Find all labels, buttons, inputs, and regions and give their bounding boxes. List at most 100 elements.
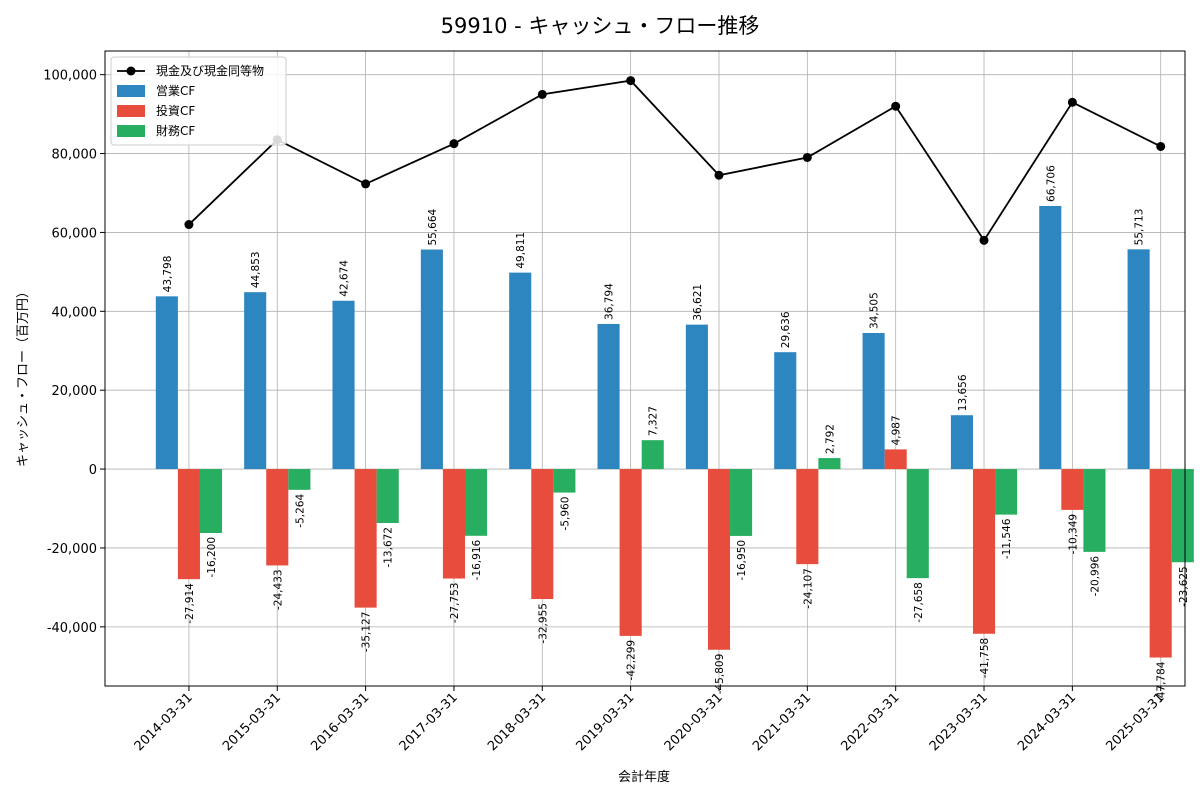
data-label: 36,794 [604, 283, 616, 320]
bar-財務CF [995, 469, 1018, 515]
data-label: 13,656 [957, 374, 969, 411]
data-label: 36,621 [692, 284, 704, 321]
data-label: -11,546 [1001, 518, 1013, 559]
bars-layer [155, 205, 1194, 658]
bar-財務CF [288, 469, 311, 490]
bar-財務CF [730, 469, 753, 536]
data-label: -32,955 [537, 603, 549, 644]
bar-営業CF [509, 272, 532, 470]
legend-swatch [117, 125, 145, 137]
data-label: -5,960 [559, 497, 571, 531]
bar-営業CF [597, 323, 620, 470]
data-label: -13,672 [383, 527, 395, 568]
bar-財務CF [376, 469, 399, 523]
x-tick-label: 2018-03-31 [485, 690, 549, 754]
data-label: 34,505 [869, 292, 881, 329]
legend-marker [126, 66, 136, 76]
data-label: 43,798 [162, 256, 174, 293]
bar-財務CF [818, 458, 841, 470]
bar-営業CF [950, 415, 973, 470]
data-label: -23,625 [1178, 566, 1190, 607]
y-tick-label: 80,000 [52, 148, 98, 163]
bar-投資CF [972, 469, 996, 634]
data-label: -27,658 [913, 582, 925, 623]
data-label: 66,706 [1045, 165, 1057, 202]
cash-point [1067, 97, 1077, 107]
bar-営業CF [155, 296, 178, 470]
legend-box [110, 56, 287, 146]
cash-point [891, 101, 901, 111]
x-tick-label: 2014-03-31 [132, 690, 196, 754]
y-tick-label: -40,000 [47, 621, 97, 636]
x-tick-label: 2020-03-31 [662, 690, 726, 754]
cash-point [184, 220, 194, 230]
data-label: -27,753 [449, 583, 461, 624]
data-label: -5,264 [294, 494, 306, 528]
cash-point [714, 170, 724, 180]
legend-label: 現金及び現金同等物 [156, 63, 264, 78]
data-label: -27,914 [184, 583, 196, 624]
data-label: 49,811 [515, 232, 527, 269]
legend-label: 営業CF [156, 84, 195, 98]
data-label: 29,636 [780, 311, 792, 348]
y-tick-label: 40,000 [52, 305, 98, 320]
grid-layer [105, 51, 1185, 686]
data-label: -24,433 [272, 569, 284, 610]
bar-投資CF [531, 469, 554, 600]
data-label: 2,792 [824, 424, 836, 454]
bar-営業CF [420, 249, 443, 470]
data-label: -35,127 [361, 612, 373, 653]
bar-財務CF [465, 469, 488, 536]
legend-swatch [117, 85, 145, 97]
bar-財務CF [199, 469, 223, 533]
data-label: -16,916 [471, 539, 483, 580]
x-tick-label: 2017-03-31 [397, 690, 461, 754]
y-tick-label: 20,000 [52, 384, 98, 399]
data-label: -24,107 [802, 568, 814, 609]
data-label: -42,299 [626, 640, 638, 681]
x-tick-label: 2015-03-31 [220, 690, 284, 754]
data-label: 7,327 [648, 406, 660, 436]
data-label: -16,200 [206, 537, 218, 578]
x-tick-label: 2019-03-31 [573, 690, 637, 754]
data-label: -10,349 [1067, 514, 1079, 555]
data-label: 44,853 [250, 251, 262, 288]
bar-財務CF [1083, 469, 1106, 552]
legend-label: 財務CF [156, 123, 195, 138]
bar-営業CF [685, 324, 708, 470]
bar-営業CF [774, 352, 797, 470]
bar-営業CF [332, 300, 355, 470]
x-tick-label: 2016-03-31 [308, 690, 372, 754]
cash-point [802, 152, 812, 162]
x-tick-label: 2024-03-31 [1015, 690, 1079, 754]
x-tick-label: 2021-03-31 [750, 690, 814, 754]
y-tick-label: 60,000 [52, 226, 98, 241]
x-tick-label: 2025-03-31 [1103, 690, 1167, 754]
data-label: 4,987 [891, 415, 903, 445]
cash-line [188, 79, 1162, 242]
bar-投資CF [1149, 469, 1172, 658]
cash-point [361, 179, 371, 189]
data-label: -47,784 [1156, 661, 1168, 702]
cash-point [626, 76, 636, 86]
bar-営業CF [1039, 205, 1062, 470]
bar-投資CF [354, 469, 377, 608]
bar-投資CF [796, 469, 819, 565]
x-tick-label: 2022-03-31 [838, 690, 902, 754]
bar-投資CF [177, 469, 200, 580]
data-label: -16,950 [736, 540, 748, 581]
data-label: -45,809 [714, 654, 726, 695]
cash-point [979, 235, 989, 245]
data-label: -41,758 [979, 638, 991, 679]
data-label: 55,664 [427, 208, 439, 245]
chart-title: 59910 - キャッシュ・フロー推移 [441, 14, 760, 38]
x-axis-label: 会計年度 [618, 769, 670, 785]
y-axis-label: キャッシュ・フロー（百万円） [16, 285, 31, 467]
bar-財務CF [641, 440, 664, 470]
line-layer [184, 76, 1166, 245]
legend-label: 投資CF [156, 103, 195, 118]
bar-営業CF [862, 332, 885, 470]
